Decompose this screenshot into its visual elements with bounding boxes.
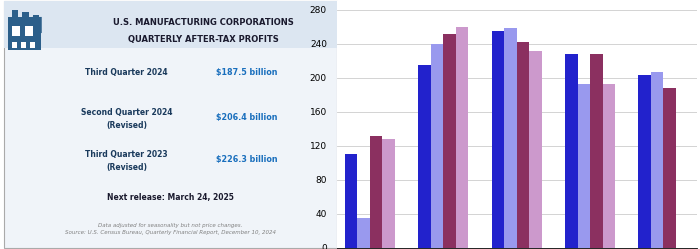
Text: QUARTERLY AFTER-TAX PROFITS: QUARTERLY AFTER-TAX PROFITS xyxy=(128,35,279,44)
Bar xyxy=(651,72,664,248)
Bar xyxy=(443,34,456,248)
Bar xyxy=(25,26,33,36)
Bar xyxy=(504,28,517,248)
Bar xyxy=(565,54,578,248)
Text: Third Quarter 2023: Third Quarter 2023 xyxy=(85,150,168,159)
Bar xyxy=(491,31,504,248)
Text: Data adjusted for seasonality but not price changes.
Source: U.S. Census Bureau,: Data adjusted for seasonality but not pr… xyxy=(64,223,276,235)
Text: (Revised): (Revised) xyxy=(106,163,147,172)
Bar xyxy=(456,27,468,248)
Bar xyxy=(33,14,39,22)
Bar xyxy=(12,26,20,36)
Bar xyxy=(4,1,337,48)
Bar xyxy=(430,44,443,248)
Bar xyxy=(345,154,357,248)
Bar xyxy=(357,218,370,248)
Bar xyxy=(418,65,430,248)
Text: Next release: March 24, 2025: Next release: March 24, 2025 xyxy=(106,193,234,202)
Bar xyxy=(12,42,17,48)
Text: ⚿: ⚿ xyxy=(31,15,43,34)
Bar xyxy=(517,42,529,248)
Bar xyxy=(664,88,676,248)
Text: Third Quarter 2024: Third Quarter 2024 xyxy=(85,68,168,77)
Bar xyxy=(603,84,615,248)
Text: (Revised): (Revised) xyxy=(106,121,147,130)
Bar xyxy=(590,54,603,248)
Text: Second Quarter 2024: Second Quarter 2024 xyxy=(81,108,172,117)
Text: $206.4 billion: $206.4 billion xyxy=(216,113,277,122)
Bar xyxy=(30,42,36,48)
Bar xyxy=(370,135,382,248)
Bar xyxy=(8,17,41,50)
Bar xyxy=(22,12,29,22)
Bar xyxy=(638,75,651,248)
Bar xyxy=(529,51,542,248)
Text: $226.3 billion: $226.3 billion xyxy=(216,155,277,164)
Bar xyxy=(578,84,590,248)
Bar xyxy=(382,139,395,248)
Text: $187.5 billion: $187.5 billion xyxy=(216,68,277,77)
Bar xyxy=(21,42,26,48)
Bar xyxy=(12,10,18,22)
Text: U.S. MANUFACTURING CORPORATIONS: U.S. MANUFACTURING CORPORATIONS xyxy=(113,18,294,27)
